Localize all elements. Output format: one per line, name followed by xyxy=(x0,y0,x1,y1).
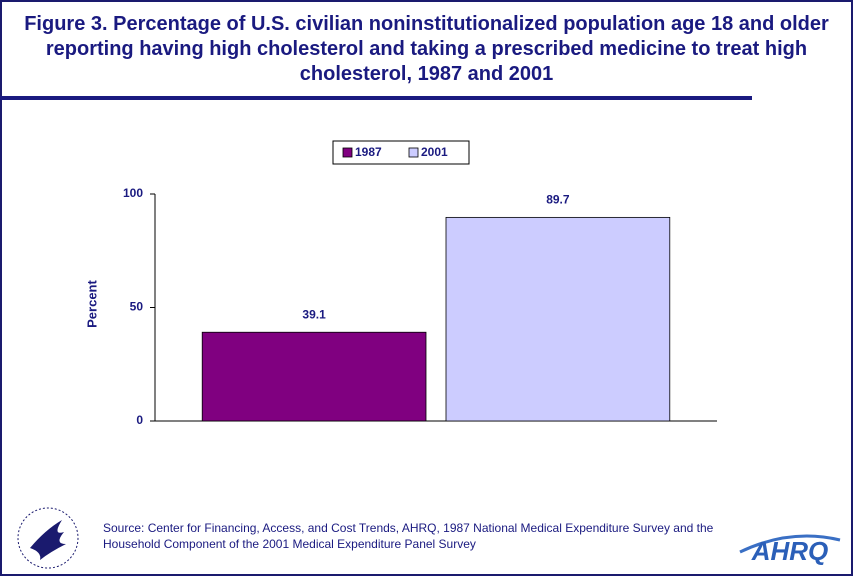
ahrq-logo: AHRQ xyxy=(739,534,841,566)
y-axis-label: Percent xyxy=(84,279,99,327)
legend-swatch xyxy=(342,147,353,158)
logo-text: AHRQ xyxy=(751,536,829,566)
bar xyxy=(445,216,671,422)
legend-label: 2001 xyxy=(421,145,448,159)
title-rule xyxy=(0,96,752,100)
legend-swatch xyxy=(408,147,419,158)
chart-title: Figure 3. Percentage of U.S. civilian no… xyxy=(24,13,829,85)
y-tick-label: 50 xyxy=(130,300,144,314)
legend-label: 1987 xyxy=(355,145,382,159)
y-tick-label: 0 xyxy=(136,413,143,427)
source-note: Source: Center for Financing, Access, an… xyxy=(103,521,714,551)
bar xyxy=(201,331,427,422)
value-label: 39.1 xyxy=(302,307,326,321)
legend-box xyxy=(332,140,470,165)
y-tick-label: 100 xyxy=(123,186,143,200)
hhs-seal xyxy=(17,507,79,569)
value-label: 89.7 xyxy=(546,193,570,207)
